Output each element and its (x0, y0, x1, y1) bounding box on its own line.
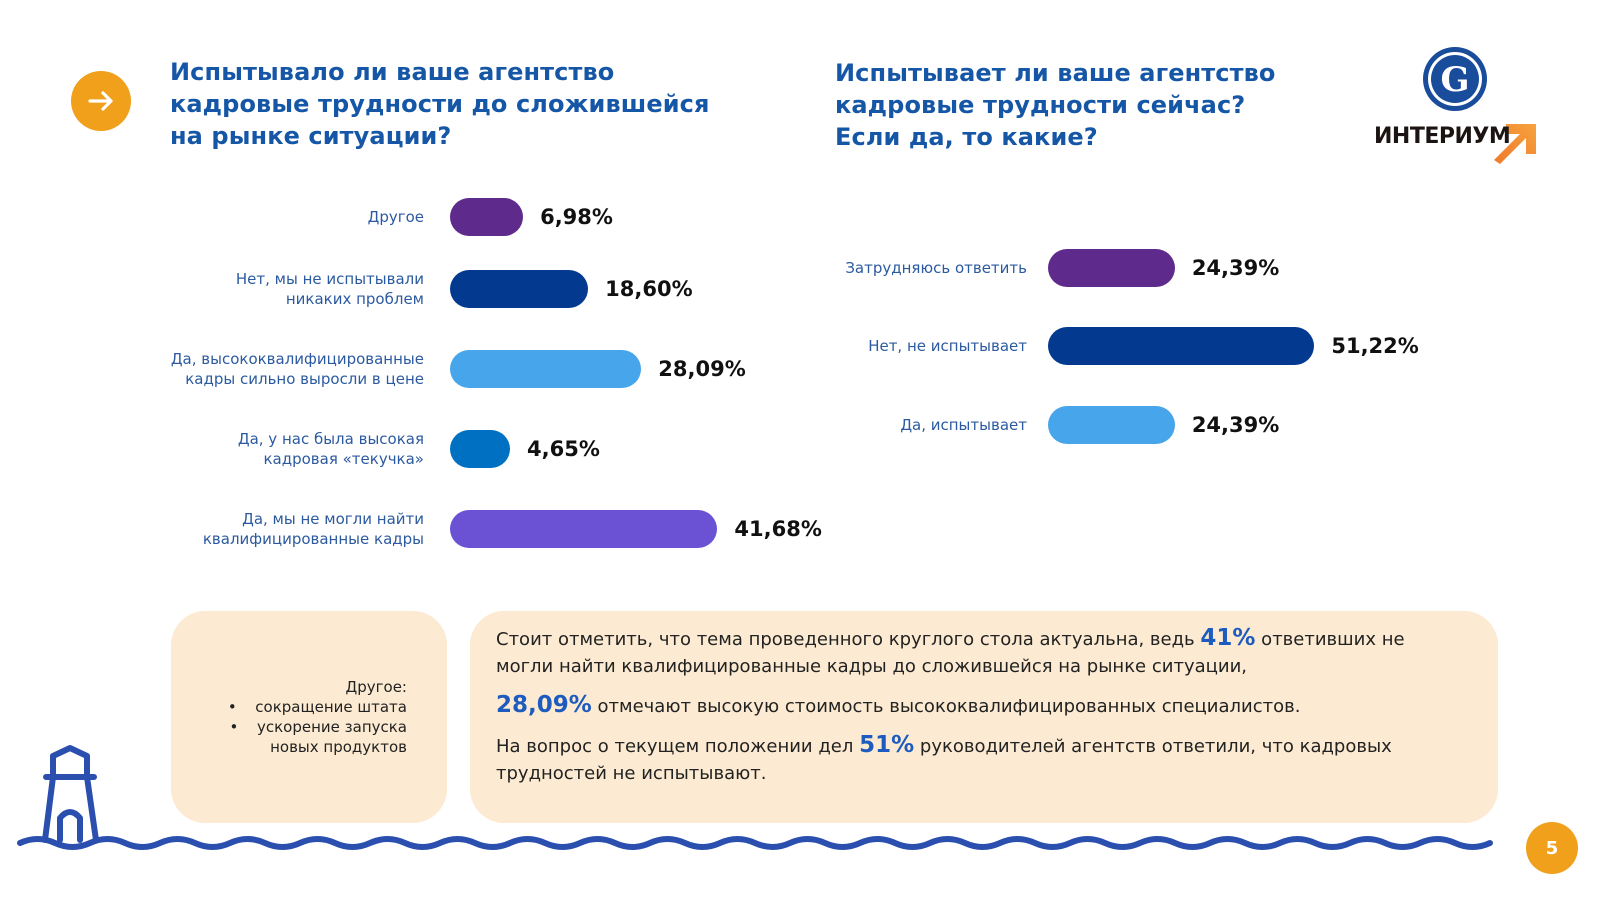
bar-value-label: 6,98% (540, 205, 613, 229)
summary-paragraph-3: На вопрос о текущем положении дел 51% ру… (496, 732, 1456, 787)
summary-paragraph-2: 28,09% отмечают высокую стоимость высоко… (496, 692, 1456, 720)
bar-category-label-line: Да, высококвалифицированные (170, 350, 424, 368)
left-title-line: Испытывало ли ваше агентство (170, 58, 615, 86)
bar-category-label: Другое (104, 207, 424, 227)
bar-category-label: Нет, не испытывает (707, 336, 1027, 356)
other-item-text: сокращение штата (255, 698, 407, 716)
bar-category-label-line: кадры сильно выросли в цене (185, 370, 424, 388)
bullet-icon: • (229, 718, 239, 736)
highlight-value: 51% (859, 732, 915, 758)
bar (1048, 406, 1175, 444)
right-chart-title: Испытывает ли ваше агентство кадровые тр… (835, 57, 1315, 153)
bar-value-label: 24,39% (1191, 256, 1280, 280)
bar-value-label: 18,60% (605, 277, 693, 301)
bar-category-label-line: кадровая «текучка» (263, 450, 424, 468)
summary-text-part: руководителей агентств ответили, что кад… (496, 736, 1392, 784)
bar-category-label-line: Нет, не испытывает (868, 337, 1027, 355)
highlight-value: 41% (1200, 625, 1256, 651)
bar (1048, 327, 1315, 365)
left-title-line: кадровые трудности до сложившейся (170, 90, 710, 118)
bar (450, 510, 718, 548)
other-answers-list: Другое: • сокращение штата • ускорение з… (223, 677, 407, 757)
other-item-text-continued: новых продуктов (270, 738, 407, 756)
summary-text: Стоит отметить, что тема проведенного кр… (496, 625, 1456, 799)
summary-text-part: Стоит отметить, что тема проведенного кр… (496, 629, 1201, 650)
other-item: • сокращение штата (223, 697, 407, 717)
bar-category-label: Да, испытывает (707, 415, 1027, 435)
bar-category-label-line: Затрудняюсь ответить (845, 259, 1027, 277)
arrow-right-glyph (88, 91, 113, 111)
bar-value-label: 28,09% (658, 357, 746, 381)
bar-category-label: Затрудняюсь ответить (707, 258, 1027, 278)
bar-category-label-line: Да, у нас была высокая (237, 430, 424, 448)
bar-value-label: 51,22% (1331, 334, 1419, 358)
bar-value-label: 41,68% (734, 517, 822, 541)
summary-card: Стоит отметить, что тема проведенного кр… (470, 611, 1498, 823)
bar-category-label: Да, мы не могли найти квалифицированные к… (104, 509, 424, 549)
page-number-badge: 5 (1526, 822, 1578, 874)
bar-value-label: 4,65% (527, 437, 600, 461)
summary-text-part: На вопрос о текущем положении дел (496, 736, 860, 757)
interium-logo-text: ИНТЕРИУМ (1374, 124, 1511, 149)
bar-value-label: 24,39% (1191, 413, 1280, 437)
bar-category-label: Нет, мы не испытывали никаких проблем (104, 269, 424, 309)
bar (1048, 249, 1175, 287)
right-title-line: Если да, то какие? (835, 123, 1098, 151)
interium-arrow-icon (1494, 124, 1536, 164)
bar-category-label-line: Да, испытывает (900, 416, 1027, 434)
right-title-line: Испытывает ли ваше агентство (835, 59, 1276, 87)
lighthouse-wave-decoration (17, 745, 1493, 850)
other-heading: Другое: (345, 678, 407, 696)
bar-category-label-line: Другое (367, 208, 424, 226)
other-answers-card: Другое: • сокращение штата • ускорение з… (171, 611, 447, 823)
g-logo-letter: G (1440, 60, 1469, 100)
other-item: • ускорение запуска (223, 717, 407, 737)
other-item-text: ускорение запуска (256, 718, 407, 736)
lighthouse-icon (42, 745, 99, 843)
bar-category-label-line: никаких проблем (285, 290, 424, 308)
bar-category-label: Да, у нас была высокая кадровая «текучка» (104, 429, 424, 469)
bar (450, 430, 511, 468)
bar (450, 350, 642, 388)
wave-line (17, 836, 1493, 850)
bar (450, 270, 589, 308)
right-title-line: кадровые трудности сейчас? (835, 91, 1246, 119)
left-chart-title: Испытывало ли ваше агентство кадровые тр… (170, 56, 770, 152)
g-logo-icon: G (1423, 47, 1487, 111)
bar-category-label: Да, высококвалифицированные кадры сильно … (104, 349, 424, 389)
highlight-value: 28,09% (496, 692, 592, 718)
bullet-icon: • (227, 698, 237, 716)
left-title-line: на рынке ситуации? (170, 122, 452, 150)
summary-paragraph-1: Стоит отметить, что тема проведенного кр… (496, 625, 1456, 680)
bar-category-label-line: Да, мы не могли найти (242, 510, 424, 528)
bar-category-label-line: квалифицированные кадры (202, 530, 424, 548)
summary-text-part: отмечают высокую стоимость высококвалифи… (591, 696, 1301, 717)
bar (450, 198, 524, 236)
bar-category-label-line: Нет, мы не испытывали (235, 270, 424, 288)
arrow-right-icon (71, 71, 131, 131)
summary-text-part: ответивших не могли найти квалифицирован… (496, 629, 1405, 677)
